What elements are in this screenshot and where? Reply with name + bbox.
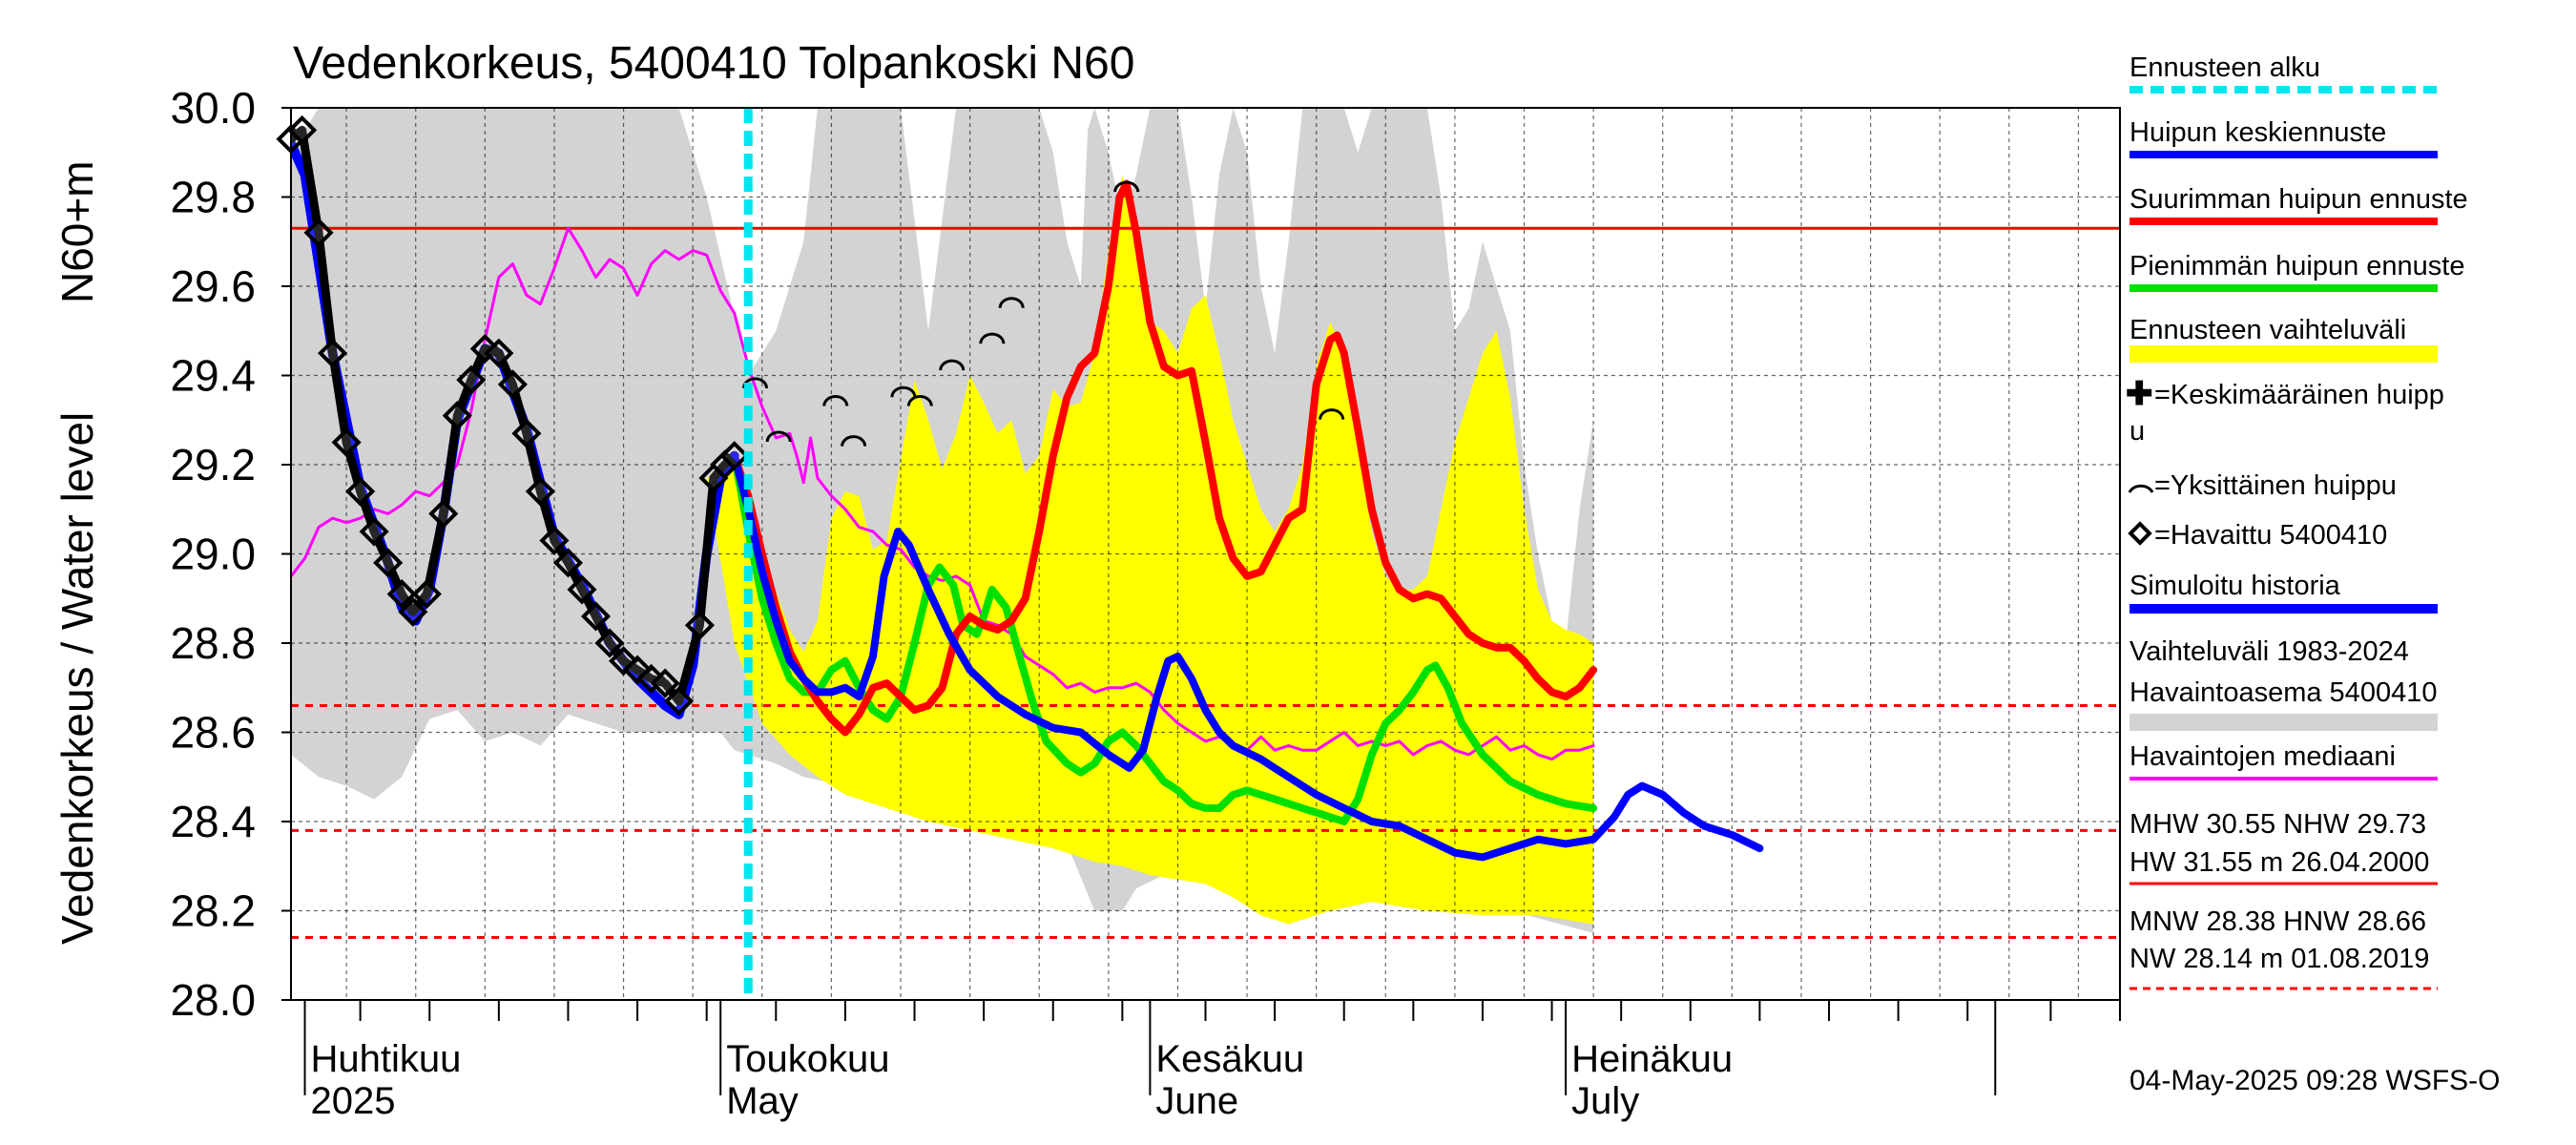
observed-point-marker bbox=[386, 579, 417, 610]
y-axis-unit-label: N60+m bbox=[52, 160, 102, 303]
observed-point-marker bbox=[719, 441, 750, 471]
median-series-line bbox=[291, 226, 1595, 761]
legend-median-label: Havaintojen mediaani bbox=[2129, 741, 2396, 772]
y-tick-label: 28.6 bbox=[170, 708, 256, 758]
observed-point-marker bbox=[511, 418, 542, 448]
y-tick-label: 28.0 bbox=[170, 975, 256, 1025]
observed-point-marker bbox=[539, 525, 570, 556]
single-peak-markers bbox=[742, 180, 1345, 447]
x-month-sublabel: July bbox=[1571, 1080, 1639, 1122]
legend-hist-range-swatch bbox=[2129, 714, 2438, 731]
legend-max-peak-label: Suurimman huipun ennuste bbox=[2129, 184, 2468, 215]
legend-observed-label: =Havaittu 5400410 bbox=[2154, 520, 2387, 551]
legend-stats-low-line1: MNW 28.38 HNW 28.66 bbox=[2129, 906, 2426, 937]
observed-point-marker bbox=[359, 516, 389, 547]
observed-markers bbox=[276, 114, 750, 717]
y-tick-label: 29.6 bbox=[170, 261, 256, 311]
reference-lines bbox=[291, 226, 2120, 940]
observed-point-marker bbox=[552, 548, 584, 578]
max-peak-series-line bbox=[730, 179, 1598, 737]
x-month-sublabel: May bbox=[726, 1080, 799, 1122]
y-tick-label: 29.8 bbox=[170, 173, 256, 222]
observed-point-marker bbox=[287, 114, 318, 145]
observed-point-marker bbox=[469, 333, 500, 364]
single-peak-marker bbox=[906, 395, 933, 406]
y-tick-label: 28.4 bbox=[170, 797, 256, 846]
x-month-label: Heinäkuu bbox=[1571, 1038, 1733, 1080]
observed-point-marker bbox=[594, 628, 625, 658]
observed-point-marker bbox=[580, 601, 612, 632]
single-peak-marker bbox=[890, 385, 917, 398]
y-tick-label: 29.0 bbox=[170, 530, 256, 579]
single-peak-marker bbox=[939, 359, 966, 371]
min-peak-series-line bbox=[730, 451, 1598, 825]
observed-point-marker bbox=[664, 686, 695, 717]
observed-point-marker bbox=[636, 663, 667, 694]
legend-simulated-label: Simuloitu historia bbox=[2129, 571, 2341, 601]
legend-min-peak-label: Pienimmän huipun ennuste bbox=[2129, 251, 2464, 281]
observed-point-marker bbox=[710, 449, 740, 480]
legend-stats-high-line1: MHW 30.55 NHW 29.73 bbox=[2129, 809, 2426, 840]
y-tick-label: 28.2 bbox=[170, 886, 256, 936]
single-peak-marker bbox=[998, 297, 1025, 308]
footer-timestamp: 04-May-2025 09:28 WSFS-O bbox=[2129, 1065, 2501, 1096]
observed-point-marker bbox=[331, 427, 362, 458]
observed-point-marker bbox=[373, 548, 404, 578]
single-peak-marker bbox=[1319, 408, 1345, 420]
legend-hist-range-station-label: Havaintoasema 5400410 bbox=[2129, 677, 2437, 708]
observed-point-marker bbox=[411, 579, 442, 610]
legend-range-swatch bbox=[2129, 345, 2438, 363]
legend-hist-range-label: Vaihteluväli 1983-2024 bbox=[2129, 636, 2409, 667]
observed-point-marker bbox=[442, 401, 472, 431]
observed-point-marker bbox=[456, 364, 487, 395]
single-peak-marker bbox=[979, 332, 1006, 344]
x-month-sublabel: June bbox=[1155, 1080, 1238, 1122]
y-tick-label: 29.4 bbox=[170, 351, 256, 401]
x-month-label: Huhtikuu bbox=[311, 1038, 462, 1080]
forecast-range-area bbox=[706, 175, 1594, 925]
legend-avg-peak-label-wrap: u bbox=[2129, 416, 2145, 447]
legend-avg-peak-plus-icon: ✚ bbox=[2126, 376, 2153, 412]
observed-point-marker bbox=[567, 574, 597, 605]
y-axis-label: Vedenkorkeus / Water level bbox=[52, 412, 102, 945]
observed-point-marker bbox=[398, 596, 428, 627]
x-month-label: Toukokuu bbox=[726, 1038, 889, 1080]
single-peak-marker bbox=[822, 395, 849, 406]
legend-forecast-start-label: Ennusteen alku bbox=[2129, 52, 2320, 83]
legend-observed-diamond-icon bbox=[2128, 521, 2152, 546]
observed-point-marker bbox=[497, 369, 528, 400]
observed-point-marker bbox=[650, 668, 680, 698]
legend-stats-high-line2: HW 31.55 m 26.04.2000 bbox=[2129, 847, 2429, 878]
y-tick-label: 28.8 bbox=[170, 618, 256, 668]
single-peak-marker bbox=[841, 435, 867, 447]
y-axis-ticks: 30.0 29.8 29.6 29.4 29.2 29.0 28.8 28.6 28.4 28.2… bbox=[170, 83, 291, 1025]
observed-point-marker bbox=[345, 476, 376, 507]
legend-mean-peak-label: Huipun keskiennuste bbox=[2129, 117, 2386, 148]
legend-single-peak-label: =Yksittäinen huippu bbox=[2154, 470, 2397, 501]
observed-point-marker bbox=[525, 476, 555, 507]
mean-peak-series-line bbox=[730, 451, 1764, 862]
legend-range-label: Ennusteen vaihteluväli bbox=[2129, 315, 2406, 345]
observed-point-marker bbox=[428, 498, 459, 529]
legend-avg-peak-label: =Keskimääräinen huipp bbox=[2154, 380, 2444, 410]
observed-point-marker bbox=[484, 338, 514, 368]
forecast-range-band bbox=[706, 175, 1594, 925]
chart-title: Vedenkorkeus, 5400410 Tolpankoski N60 bbox=[293, 38, 1134, 89]
x-month-label: Kesäkuu bbox=[1155, 1038, 1304, 1080]
x-month-sublabel: 2025 bbox=[311, 1080, 396, 1122]
single-peak-marker bbox=[765, 430, 792, 443]
single-peak-marker bbox=[1113, 180, 1140, 193]
legend-single-peak-arc-icon bbox=[2128, 484, 2154, 493]
legend-stats-low-line2: NW 28.14 m 01.08.2019 bbox=[2129, 944, 2429, 974]
y-tick-label: 30.0 bbox=[170, 83, 256, 133]
observed-point-marker bbox=[684, 610, 715, 640]
legend: Ennusteen alku Huipun keskiennuste Suuri… bbox=[2126, 52, 2468, 990]
observed-point-marker bbox=[303, 218, 334, 248]
observed-point-marker bbox=[318, 338, 348, 368]
y-tick-label: 29.2 bbox=[170, 440, 256, 489]
